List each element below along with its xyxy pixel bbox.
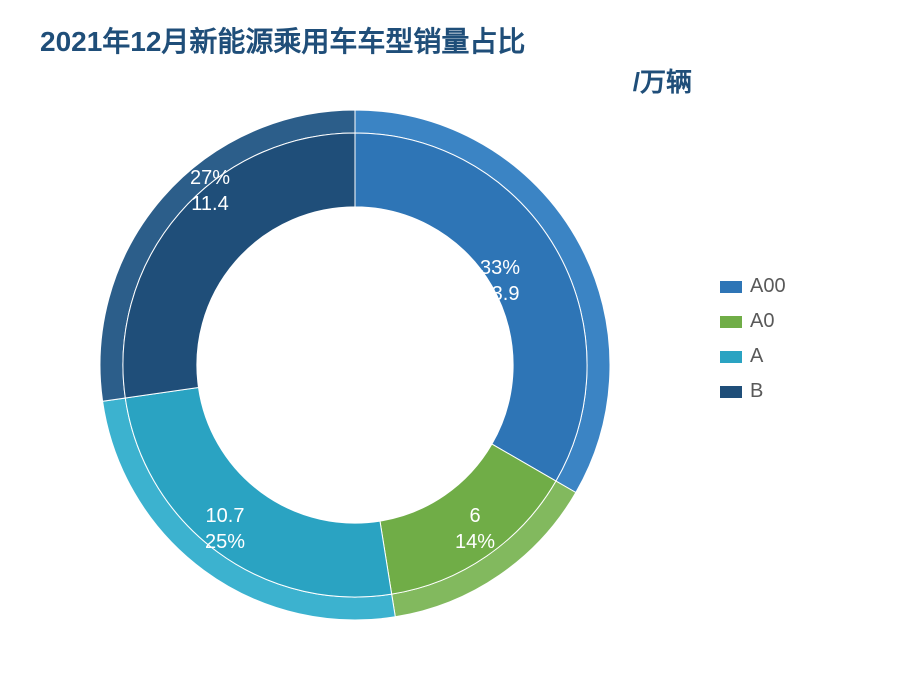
donut-slice xyxy=(355,133,587,481)
donut-chart: 33%13.9 614% 10.725% 27%11.4 xyxy=(75,85,635,645)
slice-label: 614% xyxy=(455,503,495,555)
donut-slice xyxy=(123,133,355,398)
slice-label: 33%13.9 xyxy=(480,255,520,307)
legend-label: A xyxy=(750,345,763,368)
legend-swatch xyxy=(720,386,742,398)
legend-label: A00 xyxy=(750,275,786,298)
chart-title: 2021年12月新能源乘用车车型销量占比 xyxy=(40,20,525,60)
legend-item: B xyxy=(720,380,786,403)
legend-swatch xyxy=(720,316,742,328)
donut-slice xyxy=(125,387,391,597)
legend: A00 A0 AB xyxy=(720,275,786,415)
legend-label: B xyxy=(750,380,763,403)
legend-item: A00 xyxy=(720,275,786,298)
legend-swatch xyxy=(720,351,742,363)
legend-swatch xyxy=(720,281,742,293)
slice-label: 10.725% xyxy=(205,503,245,555)
chart-subtitle: /万辆 xyxy=(633,62,692,99)
donut-svg xyxy=(75,85,635,645)
legend-item: A0 xyxy=(720,310,786,333)
legend-item: A xyxy=(720,345,786,368)
slice-label: 27%11.4 xyxy=(190,165,230,217)
legend-label: A0 xyxy=(750,310,774,333)
